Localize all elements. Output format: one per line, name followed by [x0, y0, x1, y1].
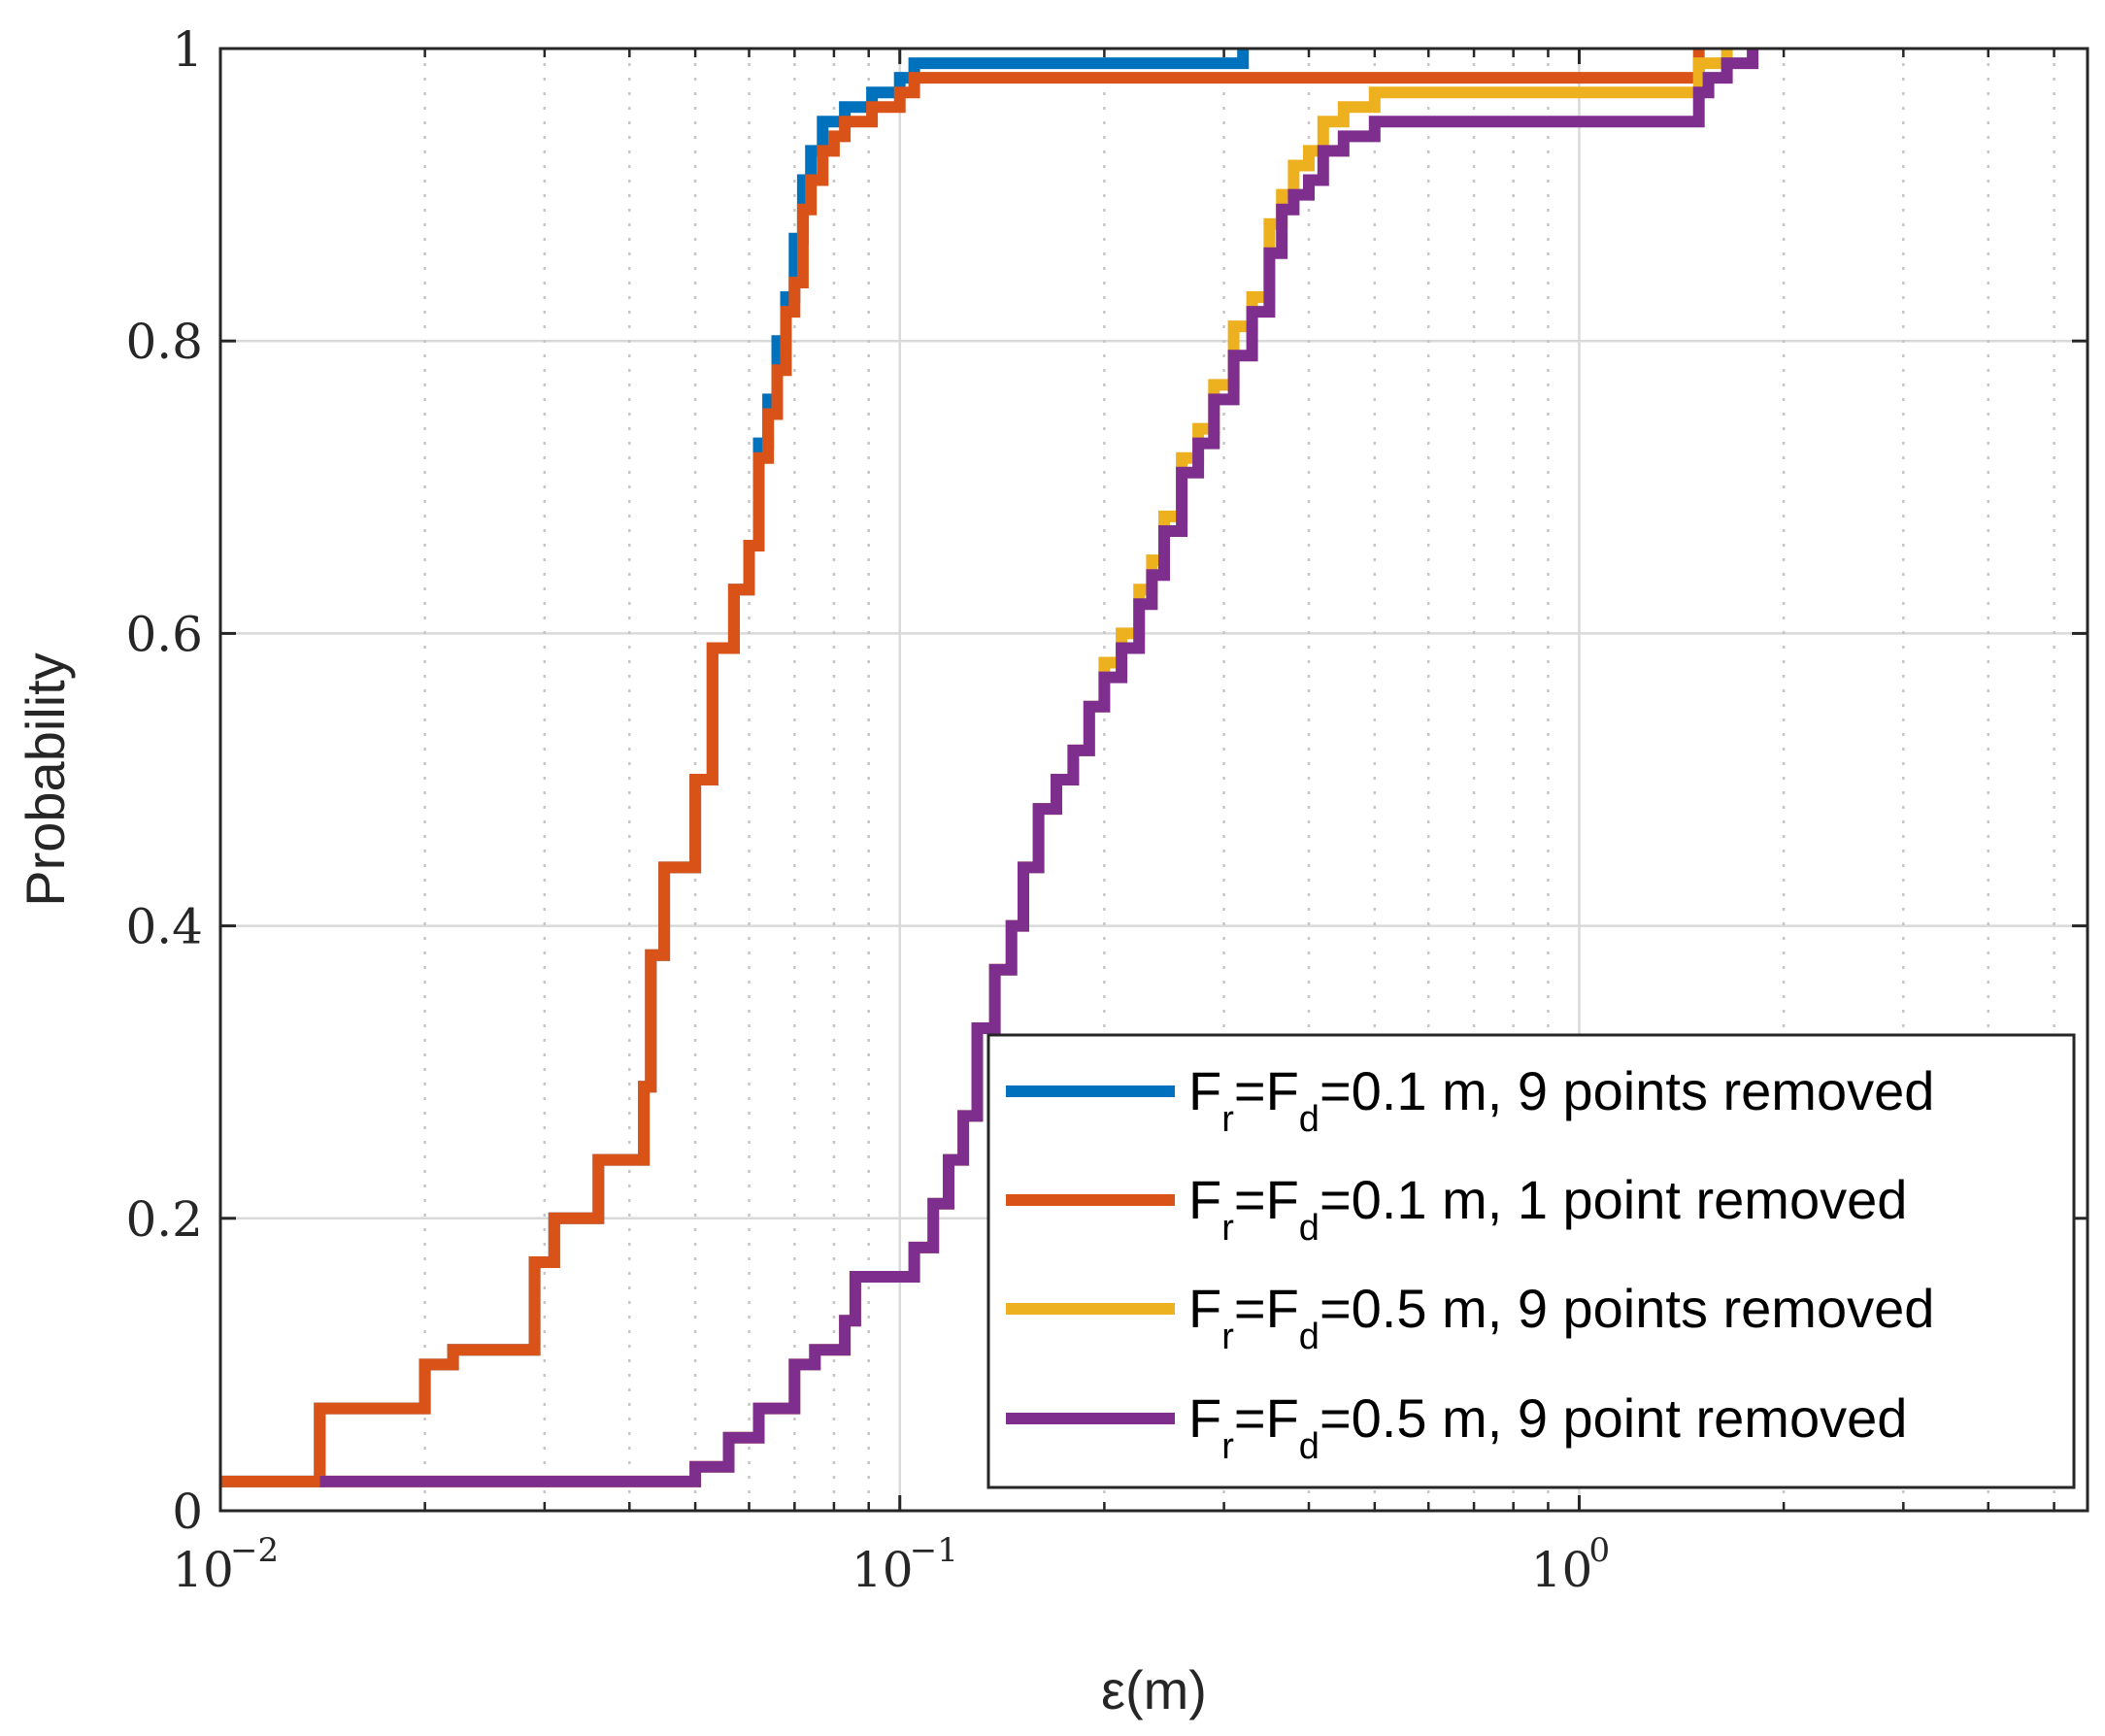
- y-tick-label: 0.8: [125, 314, 203, 370]
- series-group: [220, 49, 1759, 1487]
- legend-label-2: Fr=Fd=0.1 m, 1 point removed: [1188, 1169, 1907, 1249]
- legend-text-part: F: [1188, 1278, 1221, 1339]
- y-axis-title: Probability: [15, 652, 76, 906]
- x-tick-label: 10: [1531, 1542, 1593, 1598]
- legend-text-part: =F: [1234, 1060, 1299, 1121]
- legend-label-4: Fr=Fd=0.5 m, 9 point removed: [1188, 1387, 1907, 1467]
- legend-subscript: r: [1221, 1426, 1234, 1467]
- legend-text-part: =F: [1234, 1169, 1299, 1230]
- y-tick-label: 0.6: [125, 606, 203, 662]
- x-tick-label: 10: [852, 1542, 914, 1598]
- legend-subscript: d: [1299, 1099, 1320, 1140]
- legend-text-part: F: [1188, 1387, 1221, 1449]
- legend-subscript: r: [1221, 1317, 1234, 1357]
- legend-text-part: =0.1 m, 1 point removed: [1320, 1169, 1907, 1230]
- legend-text-part: =F: [1234, 1387, 1299, 1449]
- legend-subscript: d: [1299, 1317, 1320, 1357]
- legend-box: [986, 1033, 2076, 1489]
- y-tick-label: 0: [172, 1484, 203, 1540]
- series-line-4: [319, 49, 1759, 1487]
- legend-subscript: d: [1299, 1426, 1320, 1467]
- legend-subscript: d: [1299, 1208, 1320, 1249]
- legend-subscript: r: [1221, 1208, 1234, 1249]
- series-line-2: [220, 49, 1705, 1487]
- x-tick-exponent: 0: [1588, 1531, 1610, 1570]
- x-axis-title: ε(m): [1101, 1659, 1207, 1720]
- legend-text-part: F: [1188, 1060, 1221, 1121]
- legend-text-part: =0.5 m, 9 points removed: [1320, 1278, 1934, 1339]
- plot-frame: [218, 47, 2089, 1513]
- legend-label-3: Fr=Fd=0.5 m, 9 points removed: [1188, 1278, 1934, 1357]
- legend-text-part: F: [1188, 1169, 1221, 1230]
- legend-text-part: =F: [1234, 1278, 1299, 1339]
- y-tick-label: 1: [172, 21, 203, 78]
- x-tick-label: 10: [172, 1542, 234, 1598]
- legend-label-1: Fr=Fd=0.1 m, 9 points removed: [1188, 1060, 1934, 1140]
- legend-text-part: =0.5 m, 9 point removed: [1320, 1387, 1907, 1449]
- x-tick-exponent: −2: [230, 1531, 279, 1570]
- y-tick-label: 0.4: [125, 899, 203, 955]
- y-tick-label: 0.2: [125, 1191, 203, 1248]
- legend-subscript: r: [1221, 1099, 1234, 1140]
- x-tick-exponent: −1: [910, 1531, 958, 1570]
- legend-text-part: =0.1 m, 9 points removed: [1320, 1060, 1934, 1121]
